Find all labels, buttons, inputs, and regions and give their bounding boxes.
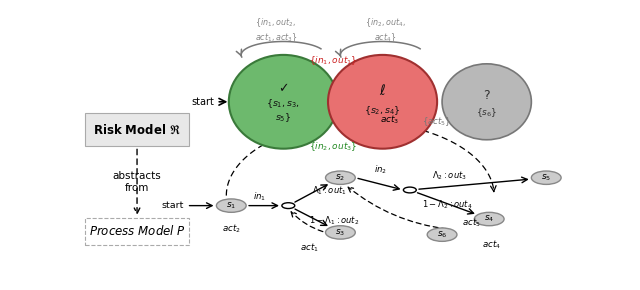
- Text: $act_2$: $act_2$: [222, 223, 241, 235]
- Text: ?: ?: [483, 88, 490, 102]
- Text: Risk Model $\mathfrak{R}$: Risk Model $\mathfrak{R}$: [93, 123, 181, 136]
- Text: $\{s_6\}$: $\{s_6\}$: [476, 107, 497, 119]
- Text: $act_4$: $act_4$: [483, 238, 501, 251]
- FancyArrowPatch shape: [489, 216, 497, 222]
- FancyBboxPatch shape: [85, 218, 189, 245]
- Ellipse shape: [229, 55, 338, 149]
- FancyArrowPatch shape: [327, 98, 335, 107]
- Text: $\{s_2,s_4\}$: $\{s_2,s_4\}$: [364, 104, 401, 117]
- FancyArrowPatch shape: [249, 203, 278, 209]
- Circle shape: [216, 199, 246, 212]
- Circle shape: [531, 171, 561, 184]
- FancyArrowPatch shape: [358, 178, 399, 190]
- Text: $\it{\ell}$: $\it{\ell}$: [379, 83, 386, 98]
- Circle shape: [282, 203, 295, 209]
- FancyArrowPatch shape: [219, 99, 226, 105]
- Text: $in_1$: $in_1$: [253, 191, 266, 203]
- Text: $1-\Lambda_2: out_4$: $1-\Lambda_2: out_4$: [422, 198, 473, 211]
- Text: $\{in_1, out_1\}$: $\{in_1, out_1\}$: [308, 54, 357, 67]
- Text: start: start: [162, 201, 184, 210]
- Text: $act_5$: $act_5$: [462, 216, 481, 229]
- Text: $s_2$: $s_2$: [335, 173, 346, 183]
- Text: $1-\Lambda_1: out_2$: $1-\Lambda_1: out_2$: [309, 215, 360, 227]
- Text: $in_2$: $in_2$: [374, 164, 387, 176]
- Text: $\{in_1, out_2,$
$act_1, act_3\}$: $\{in_1, out_2,$ $act_1, act_3\}$: [255, 17, 297, 44]
- Text: $s_1$: $s_1$: [226, 200, 236, 211]
- Circle shape: [326, 171, 355, 184]
- Circle shape: [474, 212, 504, 226]
- Text: $s_6$: $s_6$: [437, 229, 447, 240]
- FancyArrowPatch shape: [225, 204, 239, 210]
- Ellipse shape: [328, 55, 437, 149]
- Circle shape: [326, 226, 355, 239]
- FancyArrowPatch shape: [189, 203, 212, 209]
- Ellipse shape: [442, 64, 531, 140]
- Text: ✓: ✓: [278, 82, 289, 95]
- Text: $\{in_2, out_3\}$: $\{in_2, out_3\}$: [308, 140, 357, 153]
- FancyBboxPatch shape: [85, 113, 189, 146]
- FancyArrowPatch shape: [295, 209, 327, 225]
- FancyArrowPatch shape: [295, 185, 327, 202]
- Text: $s_5$: $s_5$: [541, 173, 551, 183]
- Text: start: start: [191, 97, 214, 107]
- FancyArrowPatch shape: [134, 149, 140, 213]
- Text: $\{s_1,s_3,$
$s_5\}$: $\{s_1,s_3,$ $s_5\}$: [266, 97, 300, 124]
- FancyArrowPatch shape: [291, 212, 323, 232]
- Text: $\{in_2, out_4,$
$act_4\}$: $\{in_2, out_4,$ $act_4\}$: [365, 17, 406, 44]
- Text: $s_3$: $s_3$: [335, 227, 346, 238]
- FancyArrowPatch shape: [419, 177, 527, 189]
- Text: $\{act_5\}$: $\{act_5\}$: [422, 115, 452, 128]
- Text: $act_1$: $act_1$: [300, 242, 319, 254]
- FancyArrowPatch shape: [330, 97, 339, 105]
- Circle shape: [403, 187, 416, 193]
- FancyArrowPatch shape: [348, 187, 447, 229]
- Circle shape: [428, 228, 457, 241]
- Text: $act_3$: $act_3$: [380, 113, 400, 126]
- Text: $\Lambda_1: out_1$: $\Lambda_1: out_1$: [312, 185, 347, 197]
- FancyArrowPatch shape: [417, 193, 474, 214]
- Text: $\Lambda_2: out_3$: $\Lambda_2: out_3$: [432, 169, 467, 182]
- Text: abstracts
from: abstracts from: [113, 171, 161, 193]
- Text: Process Model $P$: Process Model $P$: [88, 224, 186, 238]
- Text: $s_4$: $s_4$: [484, 214, 494, 224]
